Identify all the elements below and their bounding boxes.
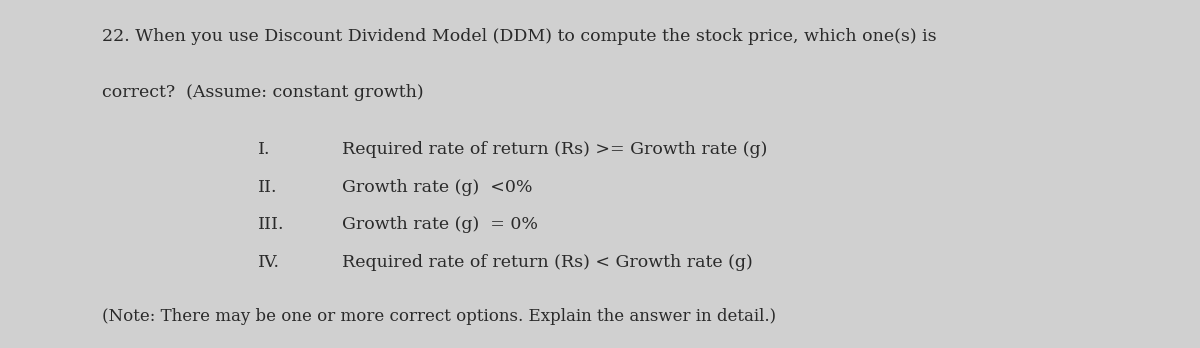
Text: Required rate of return (Rs) >= Growth rate (g): Required rate of return (Rs) >= Growth r… (342, 141, 767, 158)
Text: Growth rate (g)  <0%: Growth rate (g) <0% (342, 179, 533, 196)
Text: correct?  (Assume: constant growth): correct? (Assume: constant growth) (102, 84, 424, 101)
Text: I.: I. (258, 141, 270, 158)
Text: (Note: There may be one or more correct options. Explain the answer in detail.): (Note: There may be one or more correct … (102, 308, 776, 325)
Text: 22. When you use Discount Dividend Model (DDM) to compute the stock price, which: 22. When you use Discount Dividend Model… (102, 28, 937, 45)
Text: Growth rate (g)  = 0%: Growth rate (g) = 0% (342, 216, 538, 233)
Text: III.: III. (258, 216, 284, 233)
Text: IV.: IV. (258, 254, 280, 271)
Text: Required rate of return (Rs) < Growth rate (g): Required rate of return (Rs) < Growth ra… (342, 254, 752, 271)
Text: II.: II. (258, 179, 277, 196)
